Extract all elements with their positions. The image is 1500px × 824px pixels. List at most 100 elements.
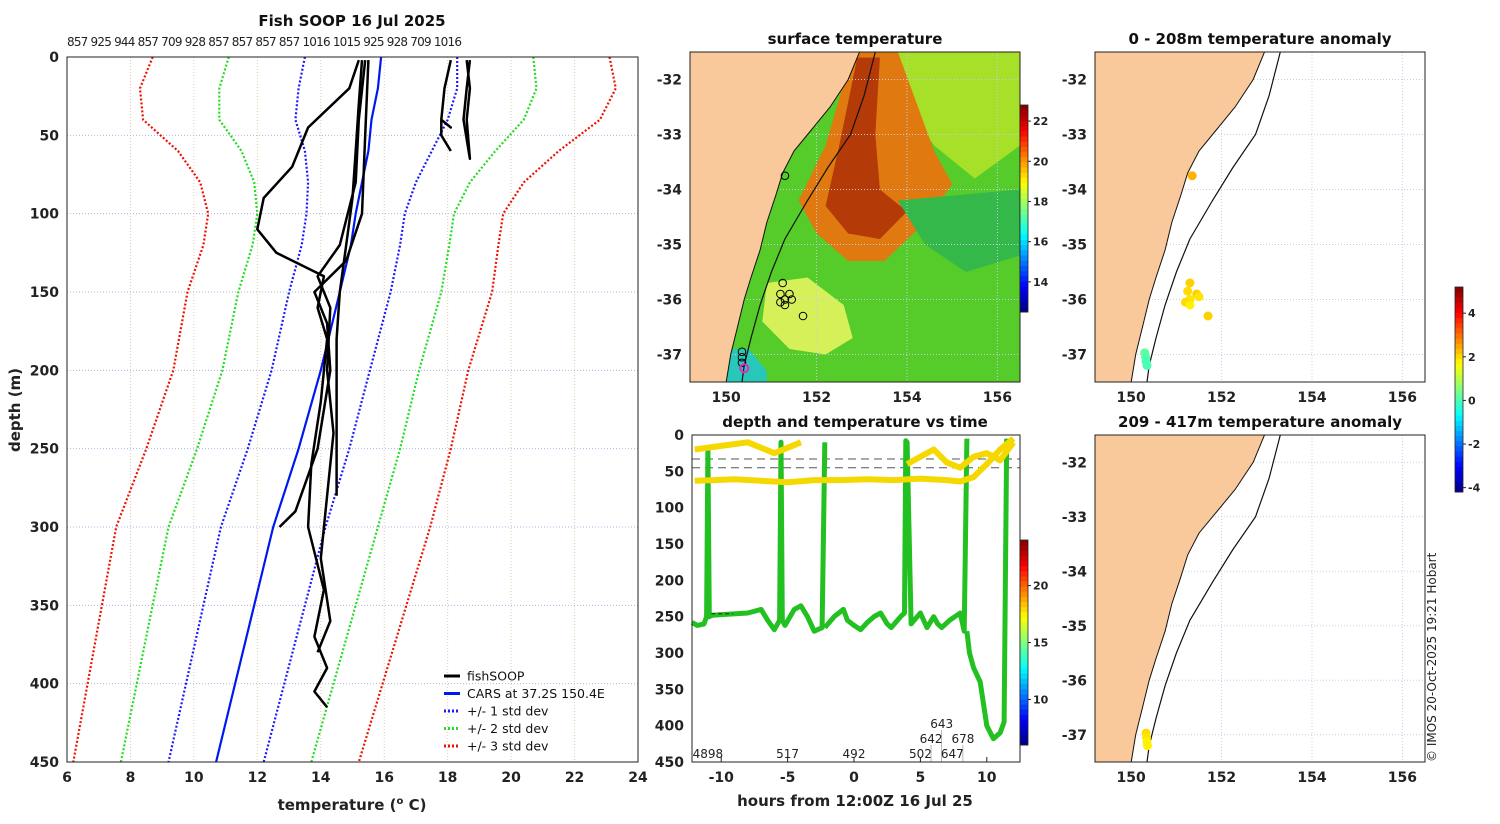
lon-tick-label: 156 [983, 390, 1012, 406]
colorbar-segment [1455, 435, 1463, 442]
colorbar-segment [1020, 586, 1028, 592]
cars-mean-line [215, 56, 383, 763]
colorbar-segment [1020, 668, 1028, 674]
colorbar-segment [1020, 120, 1028, 127]
y-tick-label: 450 [655, 755, 684, 771]
colorbar-segment [1020, 270, 1028, 277]
colorbar-tick-label: 2 [1468, 351, 1476, 364]
map-panel-1: 150 152 154 156 -32 -33 -34 -35 -36 -37 [657, 51, 1021, 406]
x-tick-label: 24 [628, 770, 648, 786]
colorbar-segment [1020, 714, 1028, 720]
colorbar-segment [1455, 471, 1463, 478]
legend-entry: +/- 2 std dev [467, 721, 549, 736]
colorbar-segment [1020, 146, 1028, 153]
y-tick-label: 400 [30, 677, 59, 693]
colorbar-segment [1020, 632, 1028, 638]
colorbar-segment [1455, 348, 1463, 355]
colorbar-segment [1455, 425, 1463, 431]
anomaly-point [1183, 286, 1193, 296]
colorbar-segment [1020, 141, 1028, 147]
shelf-contour [1146, 52, 1281, 382]
profile-xlabel: temperature (o C) [278, 796, 427, 814]
colorbar-segment [1020, 560, 1028, 567]
colorbar-segment [1020, 275, 1028, 282]
colorbar-segment [1455, 353, 1463, 360]
colorbar-segment [1020, 734, 1028, 741]
colorbar-segment [1455, 394, 1463, 401]
anomaly-point [1185, 300, 1195, 310]
colorbar-tick-label: -4 [1468, 482, 1481, 495]
colorbar-segment [1455, 292, 1463, 298]
surface-track [905, 440, 1016, 471]
anomaly-point [1203, 311, 1213, 321]
lat-tick-label: -36 [657, 293, 682, 309]
colorbar-segment [1455, 451, 1463, 457]
cast-bottom-label: 517 [776, 747, 799, 761]
sst-yellow-patch [762, 277, 853, 355]
x-tick-label: 14 [311, 770, 331, 786]
cast-bottom-label: 502 [909, 747, 932, 761]
cast-track [964, 438, 1010, 742]
profile-title: Fish SOOP 16 Jul 2025 [258, 12, 445, 30]
colorbar-segment [1020, 657, 1028, 664]
land [690, 52, 861, 382]
map-panel-3: 150 152 154 156 -32 -33 -34 -35 -36 -37 [1062, 51, 1426, 406]
colorbar-segment [1020, 306, 1028, 313]
map-panel-4: 150 152 154 156 -32 -33 -34 -35 -36 -37 [1062, 434, 1426, 786]
colorbar-segment [1020, 105, 1028, 111]
colorbar-tick-label: 16 [1033, 236, 1049, 249]
colorbar-segment [1455, 415, 1463, 421]
y-tick-label: 50 [665, 464, 685, 480]
y-tick-label: 250 [30, 442, 59, 458]
lon-tick-label: 150 [712, 390, 741, 406]
colorbar-segment [1020, 704, 1028, 710]
x-tick-label: 5 [916, 770, 926, 786]
sd2-line [119, 56, 259, 763]
station-marker [785, 289, 794, 299]
colorbar-segment [1020, 286, 1028, 292]
y-tick-label: 0 [49, 50, 59, 66]
colorbar-segment [1455, 358, 1463, 365]
colorbar-segment [1455, 456, 1463, 462]
surface-track [694, 436, 1016, 486]
colorbar-segment [1455, 374, 1463, 380]
colorbar-segment [1020, 177, 1028, 184]
profile-axes-frame [66, 56, 639, 763]
plot-layer: 6 8 10 12 14 16 18 20 22 240501001502002503003504… [30, 35, 1481, 786]
colorbar-segment [1455, 466, 1463, 472]
lat-tick-label: -35 [1062, 619, 1087, 635]
colorbar-1: 14 16 18 20 22 [1019, 104, 1049, 313]
colorbar-segment [1020, 611, 1028, 618]
sst-warm-north [884, 52, 1020, 179]
lat-tick-label: -37 [657, 348, 682, 364]
anomaly-point [1185, 278, 1195, 288]
lat-tick-label: -36 [1062, 673, 1087, 689]
cast-bottom-label: 678 [951, 732, 974, 746]
colorbar-segment [1020, 255, 1028, 261]
shelf-contour [741, 52, 876, 382]
x-tick-label: -10 [709, 770, 735, 786]
colorbar-segment [1020, 265, 1028, 272]
colorbar-segment [1020, 555, 1028, 561]
time-plot-area [692, 435, 1020, 762]
land [1095, 52, 1266, 382]
colorbar-segment [1020, 182, 1028, 189]
y-tick-label: 400 [655, 719, 684, 735]
lat-tick-label: -32 [657, 73, 682, 89]
colorbar-segment [1020, 570, 1028, 577]
colorbar-segment [1020, 172, 1028, 178]
colorbar-segment [1020, 218, 1028, 225]
x-tick-label: 8 [126, 770, 136, 786]
y-tick-label: 150 [30, 285, 59, 301]
lon-tick-label: 152 [1207, 390, 1236, 406]
fishsoop-profile [440, 59, 453, 152]
colorbar-segment [1455, 343, 1463, 349]
lat-tick-label: -35 [1062, 238, 1087, 254]
colorbar-tick-label: 20 [1033, 580, 1049, 593]
colorbar-tick-label: 15 [1033, 637, 1048, 650]
lat-tick-label: -33 [1062, 128, 1087, 144]
colorbar-segment [1020, 260, 1028, 266]
legend-entry: fishSOOP [467, 669, 525, 684]
lat-tick-label: -34 [1062, 564, 1088, 580]
map-frame [1094, 51, 1426, 383]
